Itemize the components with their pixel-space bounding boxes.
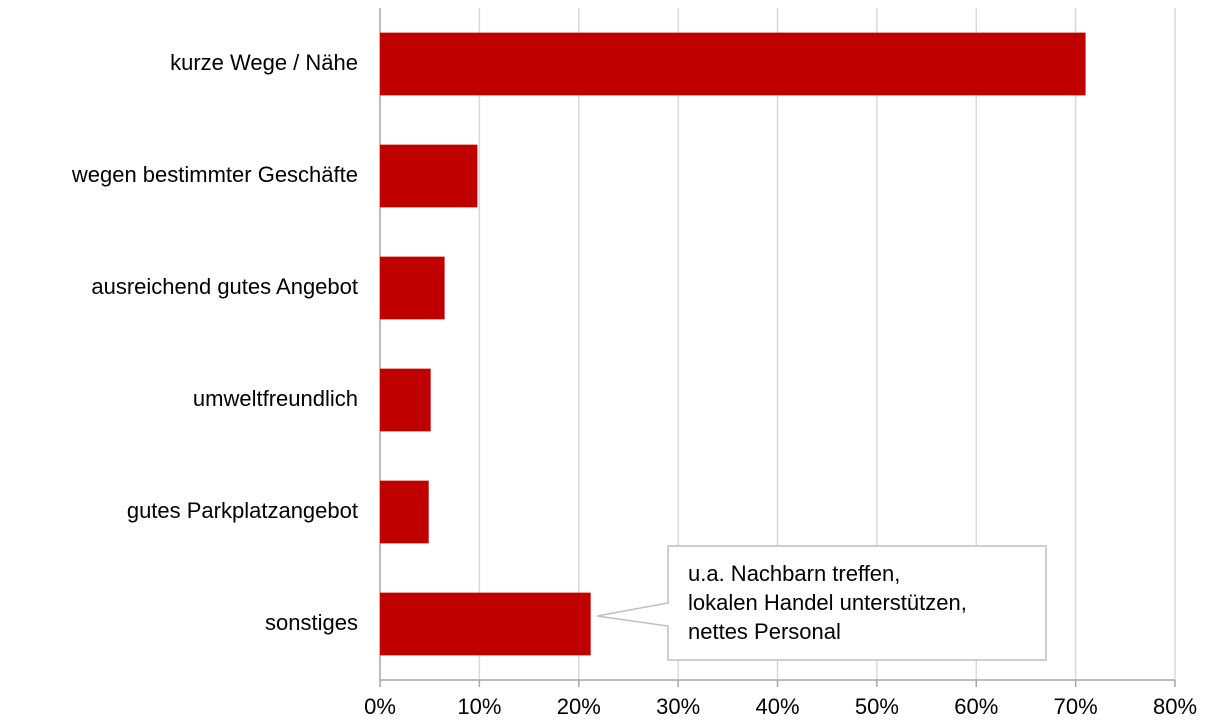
y-tick-label: gutes Parkplatzangebot	[127, 498, 358, 523]
x-tick-label: 40%	[755, 694, 799, 719]
x-tick-label: 10%	[457, 694, 501, 719]
y-tick-label: sonstiges	[265, 610, 358, 635]
bar	[380, 144, 478, 208]
bar	[380, 256, 445, 320]
y-tick-label: umweltfreundlich	[193, 386, 358, 411]
annotation-callout	[596, 545, 1047, 661]
y-tick-label: kurze Wege / Nähe	[170, 50, 358, 75]
annotation-text: nettes Personal	[688, 619, 841, 644]
x-tick-label: 20%	[557, 694, 601, 719]
x-tick-label: 80%	[1153, 694, 1197, 719]
bar	[380, 32, 1086, 96]
y-tick-label: ausreichend gutes Angebot	[91, 274, 358, 299]
x-tick-label: 60%	[954, 694, 998, 719]
bar	[380, 592, 591, 656]
annotation-text: lokalen Handel unterstützen,	[688, 590, 967, 615]
annotation-text: u.a. Nachbarn treffen,	[688, 561, 900, 586]
x-tick-label: 50%	[855, 694, 899, 719]
bar	[380, 368, 431, 432]
y-tick-label: wegen bestimmter Geschäfte	[71, 162, 358, 187]
x-tick-label: 0%	[364, 694, 396, 719]
x-tick-label: 30%	[656, 694, 700, 719]
x-tick-label: 70%	[1054, 694, 1098, 719]
bar	[380, 480, 429, 544]
